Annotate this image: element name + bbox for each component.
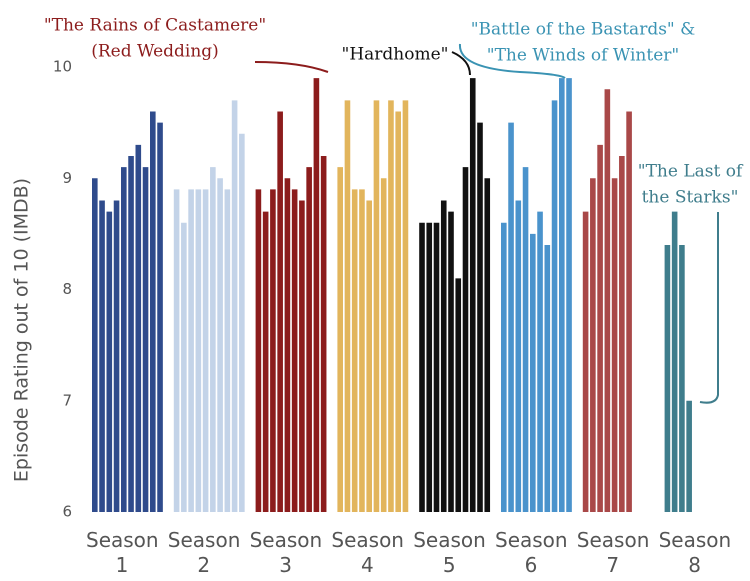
bar [113, 200, 120, 512]
bar [373, 100, 380, 512]
arrow [699, 212, 719, 404]
bar [402, 100, 409, 512]
bar [395, 111, 401, 512]
bar [611, 178, 618, 512]
bar [440, 200, 447, 512]
bar [679, 245, 685, 512]
bar [359, 189, 365, 512]
annotation: "The Winds of Winter" [487, 46, 679, 66]
x-tick-label: Season 3 [249, 528, 323, 577]
x-tick-label: Season 6 [495, 528, 568, 577]
annotation: "The Rains of Castamere" [44, 16, 266, 36]
annotation: "The Last of [638, 162, 744, 182]
bar [313, 78, 320, 512]
bar [664, 245, 671, 512]
bar [239, 133, 245, 512]
y-tick-label: 9 [62, 169, 72, 187]
bar [522, 167, 529, 512]
bar [508, 122, 514, 512]
bar [284, 178, 291, 512]
bar [388, 100, 394, 512]
bar [157, 122, 163, 512]
bar [455, 278, 462, 512]
bar [380, 178, 387, 512]
bar [135, 144, 142, 512]
bar [462, 167, 469, 512]
bar [448, 211, 454, 512]
bar [195, 189, 202, 512]
bar [217, 178, 223, 512]
bar [544, 245, 551, 512]
x-tick-label: Season 8 [658, 528, 732, 577]
bar [590, 178, 596, 512]
y-tick-label: 7 [62, 391, 72, 409]
bar [515, 200, 522, 512]
annotation: "Battle of the Bastards" & [471, 20, 696, 40]
arrow [254, 61, 329, 73]
bar [306, 167, 312, 512]
bar [366, 200, 372, 512]
bar [351, 189, 358, 512]
bar [419, 222, 425, 512]
bar [210, 167, 216, 512]
bar [277, 111, 283, 512]
bar [344, 100, 351, 512]
bar [530, 233, 536, 512]
bar [469, 78, 476, 512]
bar [501, 222, 507, 512]
bar [99, 200, 105, 512]
bar [128, 156, 134, 512]
bar [582, 211, 589, 512]
bar [686, 400, 692, 512]
bar [551, 100, 558, 512]
arrow [451, 51, 471, 76]
bar [188, 189, 194, 512]
bar [262, 211, 269, 512]
bar [150, 111, 156, 512]
x-tick-label: Season 7 [576, 528, 650, 577]
x-tick-label: Season 4 [331, 528, 404, 577]
x-tick-label: Season 2 [167, 528, 241, 577]
bar [619, 156, 625, 512]
bar [291, 189, 298, 512]
bar [320, 156, 327, 512]
bar [202, 189, 209, 512]
bar [597, 144, 603, 512]
x-tick-label: Season 5 [413, 528, 486, 577]
bar [559, 78, 565, 512]
bar [433, 222, 440, 512]
bar [92, 178, 98, 512]
bar [477, 122, 483, 512]
bar [537, 211, 543, 512]
bar [426, 222, 433, 512]
bar [224, 189, 231, 512]
annotation: (Red Wedding) [91, 42, 219, 62]
bar [121, 167, 127, 512]
y-axis-label: Episode Rating out of 10 (IMDB) [11, 178, 33, 482]
bar [270, 189, 276, 512]
bar [173, 189, 180, 512]
bar [299, 200, 305, 512]
y-tick-label: 8 [62, 280, 72, 298]
bar [671, 211, 678, 512]
bar [255, 189, 262, 512]
bar [337, 167, 343, 512]
bar [566, 78, 572, 512]
bar [626, 111, 632, 512]
bar [181, 222, 187, 512]
bar [106, 211, 113, 512]
y-tick-label: 6 [62, 503, 72, 521]
annotation: "Hardhome" [342, 45, 449, 65]
bar [231, 100, 238, 512]
y-tick-label: 10 [53, 58, 72, 76]
bar [604, 89, 611, 512]
x-tick-label: Season 1 [86, 528, 159, 577]
bar [142, 167, 149, 512]
arrow [458, 43, 566, 79]
annotation: the Starks" [642, 188, 739, 208]
bar [484, 178, 491, 512]
